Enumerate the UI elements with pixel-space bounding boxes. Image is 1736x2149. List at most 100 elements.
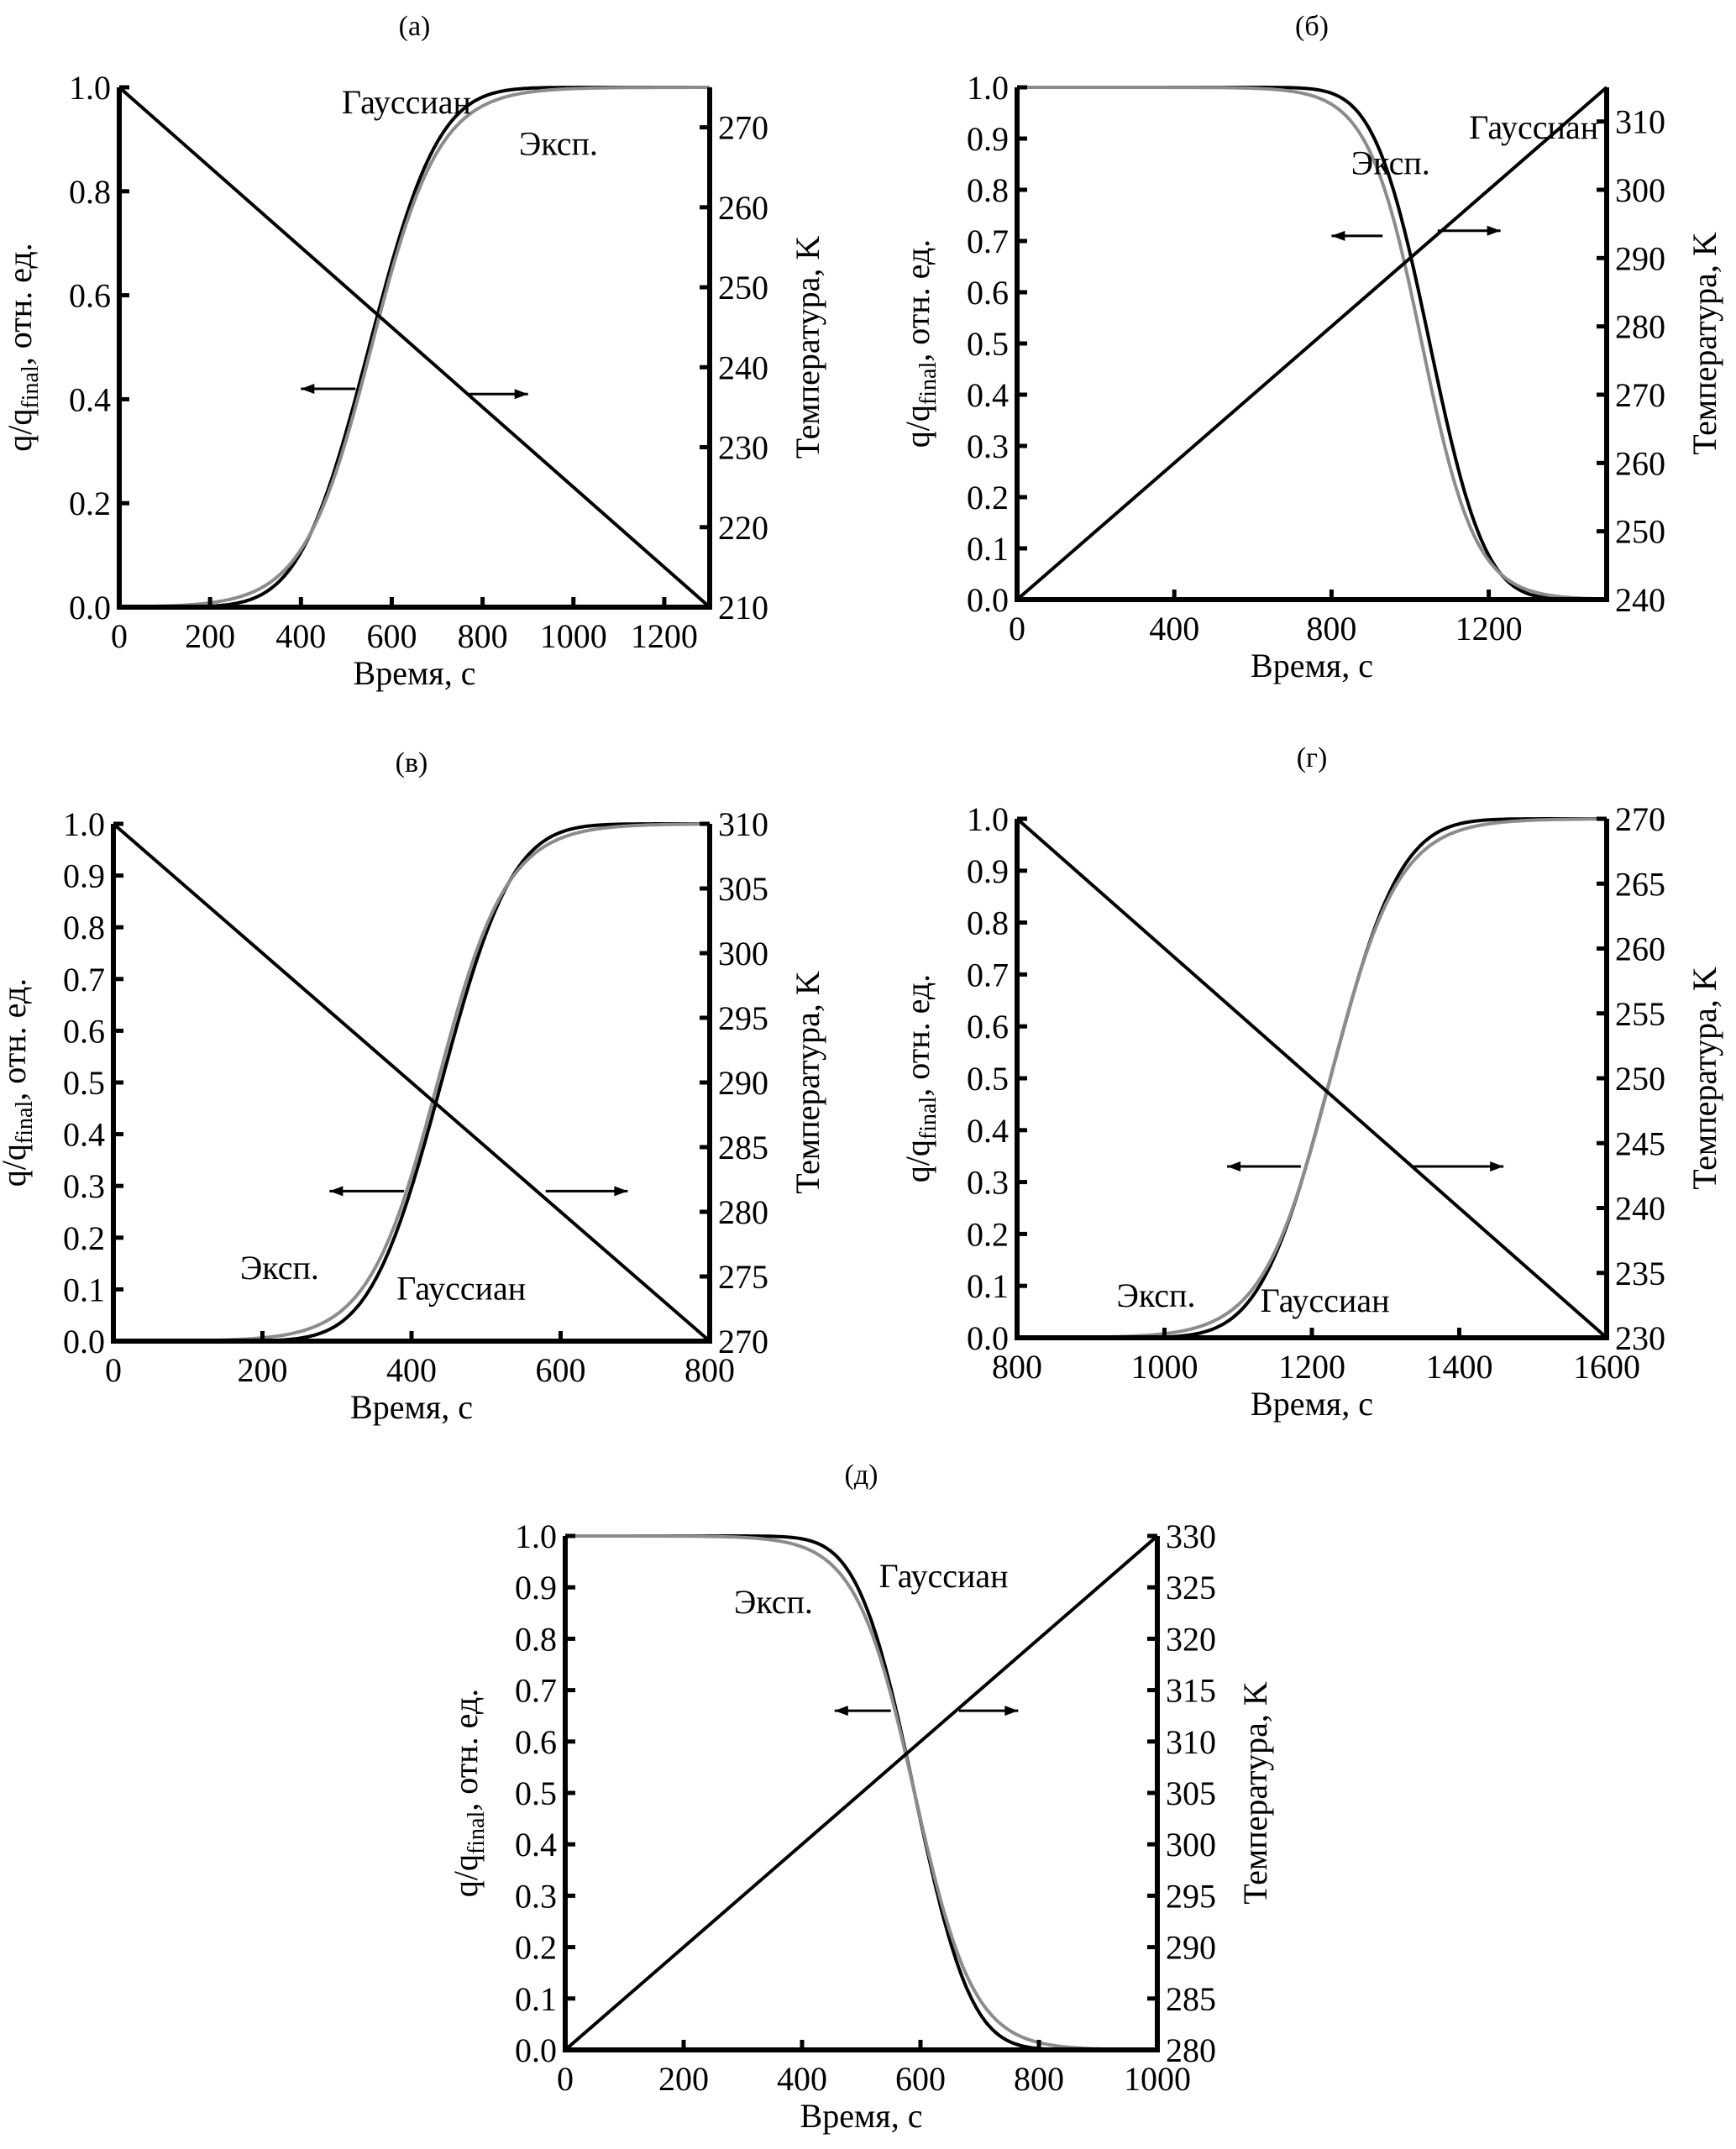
y-right-tick-label: 270 <box>1615 800 1665 838</box>
y-left-tick-label: 0.0 <box>515 2031 557 2069</box>
y-left-tick-label: 0.0 <box>967 581 1009 619</box>
y-left-tick-label: 0.7 <box>515 1672 557 1710</box>
panel-label: (г) <box>1297 742 1328 773</box>
panel-label: (в) <box>396 747 428 778</box>
y-right-tick-label: 305 <box>718 870 768 908</box>
y-left-tick-label: 0.4 <box>967 1112 1009 1150</box>
y-right-tick-label: 285 <box>1166 1980 1216 2018</box>
y-right-tick-label: 320 <box>1166 1620 1216 1658</box>
x-tick-label: 800 <box>684 1351 735 1389</box>
y-right-tick-label: 265 <box>1615 865 1665 903</box>
x-tick-label: 1600 <box>1573 1348 1640 1386</box>
y-left-tick-label: 0.7 <box>967 223 1009 260</box>
y-right-tick-label: 250 <box>1615 513 1665 551</box>
y-left-tick-label: 0.6 <box>515 1723 557 1761</box>
y-right-tick-label: 300 <box>1615 171 1665 209</box>
y-left-tick-label: 0.5 <box>967 325 1009 363</box>
arrowhead-icon <box>1227 1161 1241 1172</box>
x-axis-title: Время, с <box>350 1388 473 1426</box>
y-right-tick-label: 300 <box>1166 1826 1216 1863</box>
arrowhead-icon <box>1490 1161 1504 1172</box>
series-line-temperature <box>1015 817 1608 1339</box>
arrowhead-icon <box>1331 230 1345 241</box>
y-right-tick-label: 255 <box>1615 995 1665 1033</box>
y-left-tick-label: 0.6 <box>63 1012 105 1050</box>
y-right-tick-label: 230 <box>718 429 768 467</box>
y-right-tick-label: 310 <box>718 805 768 843</box>
y-right-axis-title: Температура, K <box>1686 232 1723 455</box>
series-annotation: Гауссиан <box>342 83 471 121</box>
y-left-tick-label: 0.4 <box>69 380 111 418</box>
y-left-tick-label: 0.8 <box>515 1620 557 1658</box>
y-left-tick-label: 0.2 <box>63 1219 105 1257</box>
x-tick-label: 400 <box>1149 610 1199 647</box>
x-tick-label: 400 <box>386 1351 437 1389</box>
arrowhead-icon <box>1487 225 1501 236</box>
y-right-tick-label: 270 <box>1615 376 1665 414</box>
y-left-tick-label: 0.2 <box>967 479 1009 516</box>
y-left-axis-title: q/qfinal, отн. ед. <box>899 239 941 448</box>
x-tick-label: 1200 <box>1278 1348 1345 1386</box>
y-left-tick-label: 0.9 <box>63 857 105 895</box>
series-line-exp <box>119 86 710 609</box>
y-right-tick-label: 305 <box>1166 1774 1216 1812</box>
arrowhead-icon <box>614 1186 628 1197</box>
chart-panel-0: (а) 0 200 400 600 800 1000 1200 0.0 0.2 0.4 0.6 0.8 1… <box>1 11 826 692</box>
y-left-tick-label: 0.8 <box>967 904 1009 942</box>
series-line-temperature <box>1015 86 1608 601</box>
y-left-tick-label: 0.9 <box>967 120 1009 158</box>
y-left-tick-label: 0.8 <box>69 173 111 211</box>
x-tick-label: 400 <box>275 617 326 655</box>
x-tick-label: 1400 <box>1426 1348 1493 1386</box>
y-right-tick-label: 290 <box>1166 1929 1216 1967</box>
y-left-tick-label: 0.1 <box>967 530 1009 568</box>
y-right-tick-label: 315 <box>1166 1672 1216 1710</box>
y-right-axis-title: Температура, K <box>789 236 826 459</box>
y-right-tick-label: 260 <box>1615 930 1665 968</box>
arrowhead-icon <box>514 389 528 400</box>
series-line-exp <box>565 1534 1157 2052</box>
arrowhead-icon <box>834 1706 848 1717</box>
y-right-tick-label: 310 <box>1166 1723 1216 1761</box>
x-axis-title: Время, с <box>354 654 476 692</box>
series-annotation: Эксп. <box>1116 1276 1195 1314</box>
arrowhead-icon <box>301 384 315 395</box>
y-left-tick-label: 0.6 <box>967 274 1009 312</box>
y-right-axis-title: Температура, K <box>1236 1681 1274 1905</box>
x-tick-label: 1000 <box>1131 1348 1198 1386</box>
y-right-tick-label: 290 <box>718 1064 768 1102</box>
y-left-tick-label: 0.1 <box>967 1267 1009 1305</box>
y-left-tick-label: 0.4 <box>967 376 1009 414</box>
y-left-tick-label: 0.1 <box>515 1980 557 2018</box>
x-tick-label: 400 <box>777 2060 827 2098</box>
y-left-tick-label: 0.6 <box>69 277 111 315</box>
x-tick-label: 0 <box>1009 610 1025 647</box>
y-right-tick-label: 240 <box>718 349 768 386</box>
y-left-tick-label: 0.7 <box>63 961 105 998</box>
y-right-tick-label: 250 <box>1615 1060 1665 1098</box>
y-right-tick-label: 325 <box>1166 1569 1216 1607</box>
x-axis-title: Время, с <box>1251 1385 1373 1423</box>
x-tick-label: 600 <box>895 2060 946 2098</box>
y-right-tick-label: 250 <box>718 269 768 307</box>
y-left-tick-label: 0.5 <box>63 1064 105 1102</box>
y-left-tick-label: 0.1 <box>63 1271 105 1308</box>
x-tick-label: 800 <box>992 1348 1042 1386</box>
y-left-tick-label: 0.9 <box>967 852 1009 890</box>
x-tick-label: 200 <box>658 2060 709 2098</box>
y-left-axis-title: q/qfinal, отн. ед. <box>0 978 38 1187</box>
x-tick-label: 800 <box>1306 610 1356 647</box>
series-line-exp <box>1017 86 1608 601</box>
y-left-tick-label: 0.6 <box>967 1008 1009 1046</box>
y-right-tick-label: 210 <box>718 589 768 626</box>
x-tick-label: 200 <box>238 1351 288 1389</box>
y-left-tick-label: 0.3 <box>967 1164 1009 1202</box>
y-left-tick-label: 0.0 <box>63 1323 105 1360</box>
series-annotation: Гауссиан <box>1261 1282 1390 1319</box>
chart-panel-2: (в) 0 200 400 600 800 0.0 0.1 0.2 0.3 0.4 0.5 0.6 0.7… <box>0 747 826 1426</box>
y-right-axis-title: Температура, K <box>1686 967 1723 1190</box>
panel-label: (д) <box>845 1460 878 1491</box>
series-line-temperature <box>564 1534 1159 2052</box>
y-right-tick-label: 280 <box>718 1193 768 1231</box>
